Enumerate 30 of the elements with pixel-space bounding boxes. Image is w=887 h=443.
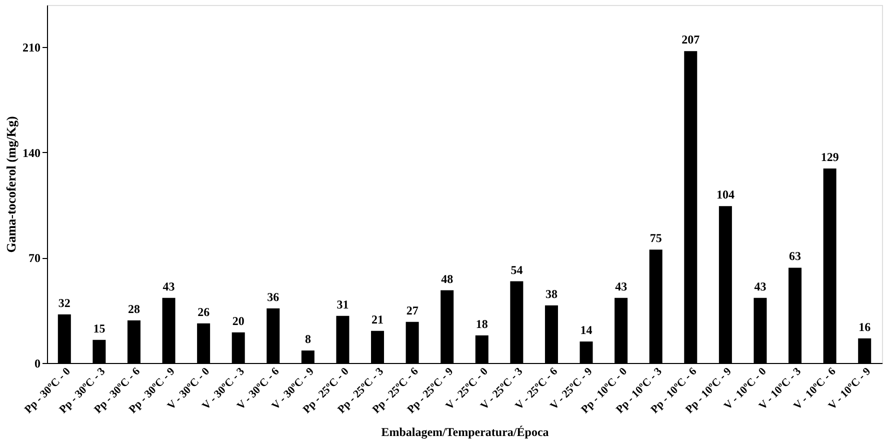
data-label: 48 <box>441 272 454 286</box>
data-label: 54 <box>510 262 523 277</box>
y-tick-label: 0 <box>34 356 40 370</box>
data-label: 16 <box>858 320 871 334</box>
data-label: 28 <box>128 302 140 316</box>
data-label: 14 <box>580 322 592 337</box>
y-tick-label: 210 <box>22 40 40 55</box>
data-label: 43 <box>754 279 766 294</box>
data-label: 63 <box>789 249 802 264</box>
data-label: 104 <box>716 188 734 202</box>
data-label: 43 <box>162 279 175 294</box>
data-label: 75 <box>650 231 662 246</box>
data-label: 18 <box>476 316 488 331</box>
data-label: 27 <box>406 303 418 318</box>
data-label: 21 <box>372 312 384 326</box>
data-label: 36 <box>267 290 280 304</box>
y-axis-title: Gama-tocoferol (mg/Kg) <box>4 116 18 253</box>
data-label: 26 <box>198 304 210 319</box>
data-label: 129 <box>820 150 839 164</box>
data-label: 8 <box>304 332 311 346</box>
x-axis-title: Embalagem/Temperatura/Época <box>381 425 549 440</box>
data-label: 32 <box>58 296 70 310</box>
data-label: 15 <box>93 321 106 336</box>
data-label: 43 <box>615 279 628 294</box>
data-label: 207 <box>682 32 700 47</box>
y-tick-label: 70 <box>28 251 40 266</box>
data-label: 31 <box>336 297 349 312</box>
data-label: 38 <box>545 286 558 301</box>
data-label: 20 <box>232 314 244 328</box>
y-tick-label: 140 <box>22 146 40 160</box>
